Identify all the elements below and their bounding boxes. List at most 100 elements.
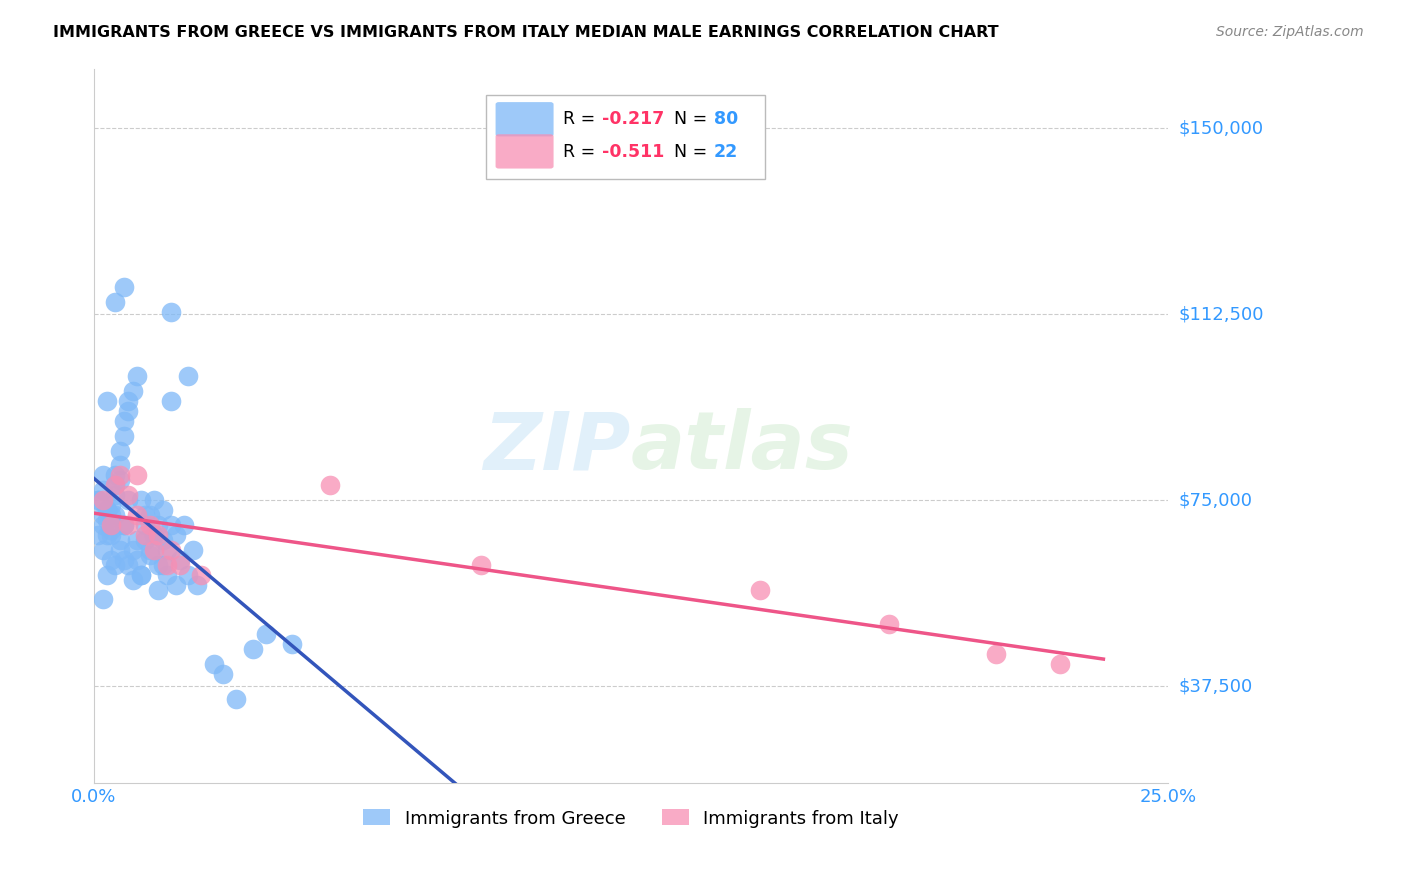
Point — [148, 582, 170, 597]
Point — [181, 542, 204, 557]
Point — [139, 508, 162, 522]
Text: -0.217: -0.217 — [602, 111, 664, 128]
Point — [104, 294, 127, 309]
Point — [117, 518, 139, 533]
Point — [165, 577, 187, 591]
Point — [177, 567, 200, 582]
Point — [108, 468, 131, 483]
Point — [186, 577, 208, 591]
Point — [748, 582, 770, 597]
Text: $37,500: $37,500 — [1180, 677, 1253, 695]
Point — [121, 384, 143, 398]
Text: $75,000: $75,000 — [1180, 491, 1253, 509]
Text: $150,000: $150,000 — [1180, 119, 1264, 137]
Text: N =: N = — [673, 111, 713, 128]
Point — [877, 617, 900, 632]
Point — [984, 647, 1007, 661]
Point — [139, 518, 162, 533]
Point — [104, 488, 127, 502]
Point — [87, 528, 110, 542]
Point — [100, 508, 122, 522]
Text: R =: R = — [564, 111, 600, 128]
Point — [134, 508, 156, 522]
Legend: Immigrants from Greece, Immigrants from Italy: Immigrants from Greece, Immigrants from … — [356, 802, 905, 835]
Point — [108, 474, 131, 488]
Point — [125, 533, 148, 547]
Point — [156, 542, 179, 557]
Point — [100, 523, 122, 537]
Point — [91, 483, 114, 498]
Point — [254, 627, 277, 641]
Point — [129, 493, 152, 508]
Point — [100, 518, 122, 533]
Point — [104, 478, 127, 492]
Point — [87, 493, 110, 508]
Point — [242, 642, 264, 657]
Point — [129, 567, 152, 582]
Text: atlas: atlas — [631, 409, 853, 486]
Text: ZIP: ZIP — [484, 409, 631, 486]
Point — [134, 528, 156, 542]
Point — [143, 528, 166, 542]
Point — [112, 553, 135, 567]
Point — [104, 468, 127, 483]
Point — [139, 548, 162, 562]
Point — [160, 518, 183, 533]
Point — [125, 508, 148, 522]
Point — [91, 592, 114, 607]
Point — [117, 404, 139, 418]
Point — [91, 468, 114, 483]
Point — [125, 369, 148, 384]
Point — [1049, 657, 1071, 671]
Point — [117, 493, 139, 508]
Point — [129, 567, 152, 582]
Text: 22: 22 — [714, 143, 738, 161]
Text: N =: N = — [673, 143, 713, 161]
Point — [148, 528, 170, 542]
Point — [202, 657, 225, 671]
Point — [112, 428, 135, 442]
Point — [100, 553, 122, 567]
Point — [96, 394, 118, 409]
Point — [143, 528, 166, 542]
Text: $112,500: $112,500 — [1180, 305, 1264, 323]
Point — [117, 488, 139, 502]
Point — [211, 666, 233, 681]
Point — [148, 558, 170, 572]
Text: R =: R = — [564, 143, 600, 161]
Point — [143, 493, 166, 508]
Point — [100, 498, 122, 512]
Point — [125, 553, 148, 567]
Point — [148, 518, 170, 533]
Point — [96, 567, 118, 582]
Text: IMMIGRANTS FROM GREECE VS IMMIGRANTS FROM ITALY MEDIAN MALE EARNINGS CORRELATION: IMMIGRANTS FROM GREECE VS IMMIGRANTS FRO… — [53, 25, 1000, 40]
Text: 80: 80 — [714, 111, 738, 128]
Point — [91, 542, 114, 557]
Point — [139, 542, 162, 557]
Point — [91, 518, 114, 533]
Point — [190, 567, 212, 582]
Point — [165, 528, 187, 542]
Point — [160, 304, 183, 318]
Point — [225, 691, 247, 706]
Point — [96, 503, 118, 517]
Point — [169, 558, 191, 572]
Point — [143, 542, 166, 557]
Point — [173, 518, 195, 533]
Point — [134, 518, 156, 533]
Point — [108, 542, 131, 557]
Point — [104, 508, 127, 522]
Point — [160, 542, 183, 557]
Point — [87, 493, 110, 508]
Point — [169, 553, 191, 567]
Point — [104, 558, 127, 572]
Point — [117, 394, 139, 409]
Point — [108, 443, 131, 458]
Point — [108, 458, 131, 473]
Point — [112, 518, 135, 533]
Point — [108, 533, 131, 547]
Point — [177, 369, 200, 384]
Point — [160, 394, 183, 409]
Point — [121, 542, 143, 557]
Point — [156, 558, 179, 572]
